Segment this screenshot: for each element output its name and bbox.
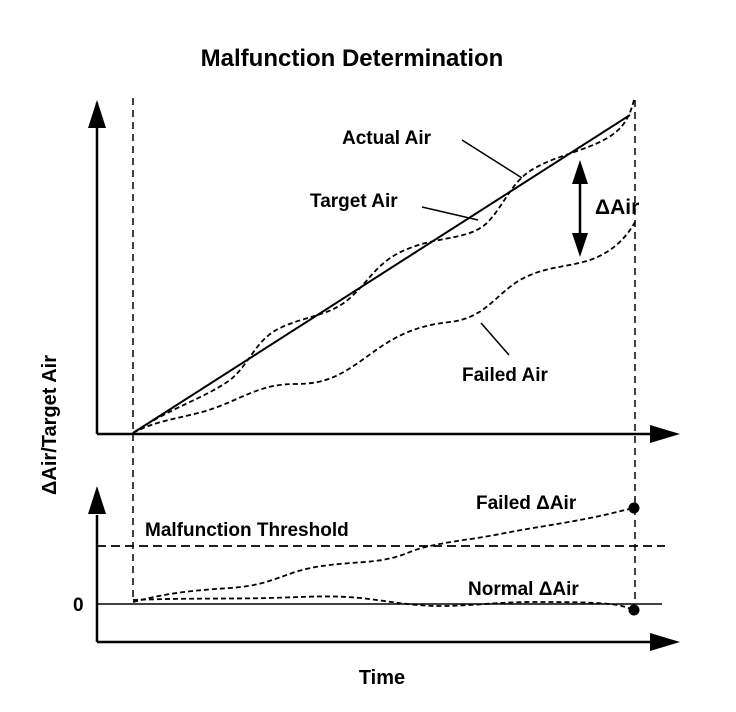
diagram-title: Malfunction Determination (201, 45, 504, 72)
target-air-line (132, 114, 631, 434)
y-axis-label: ΔAir/Target Air (39, 355, 61, 495)
failed-air-curve (132, 221, 636, 434)
lower-x-axis-arrowhead (650, 633, 680, 651)
normal-delta-air-curve (132, 595, 635, 611)
failed-delta-air-curve (132, 507, 635, 603)
normal-delta-air-label: Normal ΔAir (468, 579, 579, 600)
normal-delta-air-endpoint (628, 604, 640, 616)
delta-air-label: ΔAir (595, 196, 639, 219)
delta-air-arrow-top (572, 160, 588, 184)
upper-x-axis-arrowhead (650, 425, 680, 443)
x-axis-label: Time (359, 667, 405, 689)
failed-delta-air-endpoint (628, 502, 640, 514)
delta-air-arrow-bottom (572, 233, 588, 257)
target-air-label: Target Air (310, 191, 398, 212)
failed-air-label: Failed Air (462, 365, 548, 386)
failed-delta-air-label: Failed ΔAir (476, 493, 577, 514)
target-air-leader (421, 206, 479, 221)
upper-y-axis-arrowhead (88, 100, 106, 128)
failed-air-leader (480, 322, 510, 356)
actual-air-curve (132, 99, 635, 434)
malfunction-threshold-label: Malfunction Threshold (145, 520, 349, 541)
zero-tick-label: 0 (73, 595, 84, 616)
lower-y-axis-arrowhead (88, 486, 106, 514)
actual-air-label: Actual Air (342, 128, 432, 149)
actual-air-leader (461, 139, 523, 179)
